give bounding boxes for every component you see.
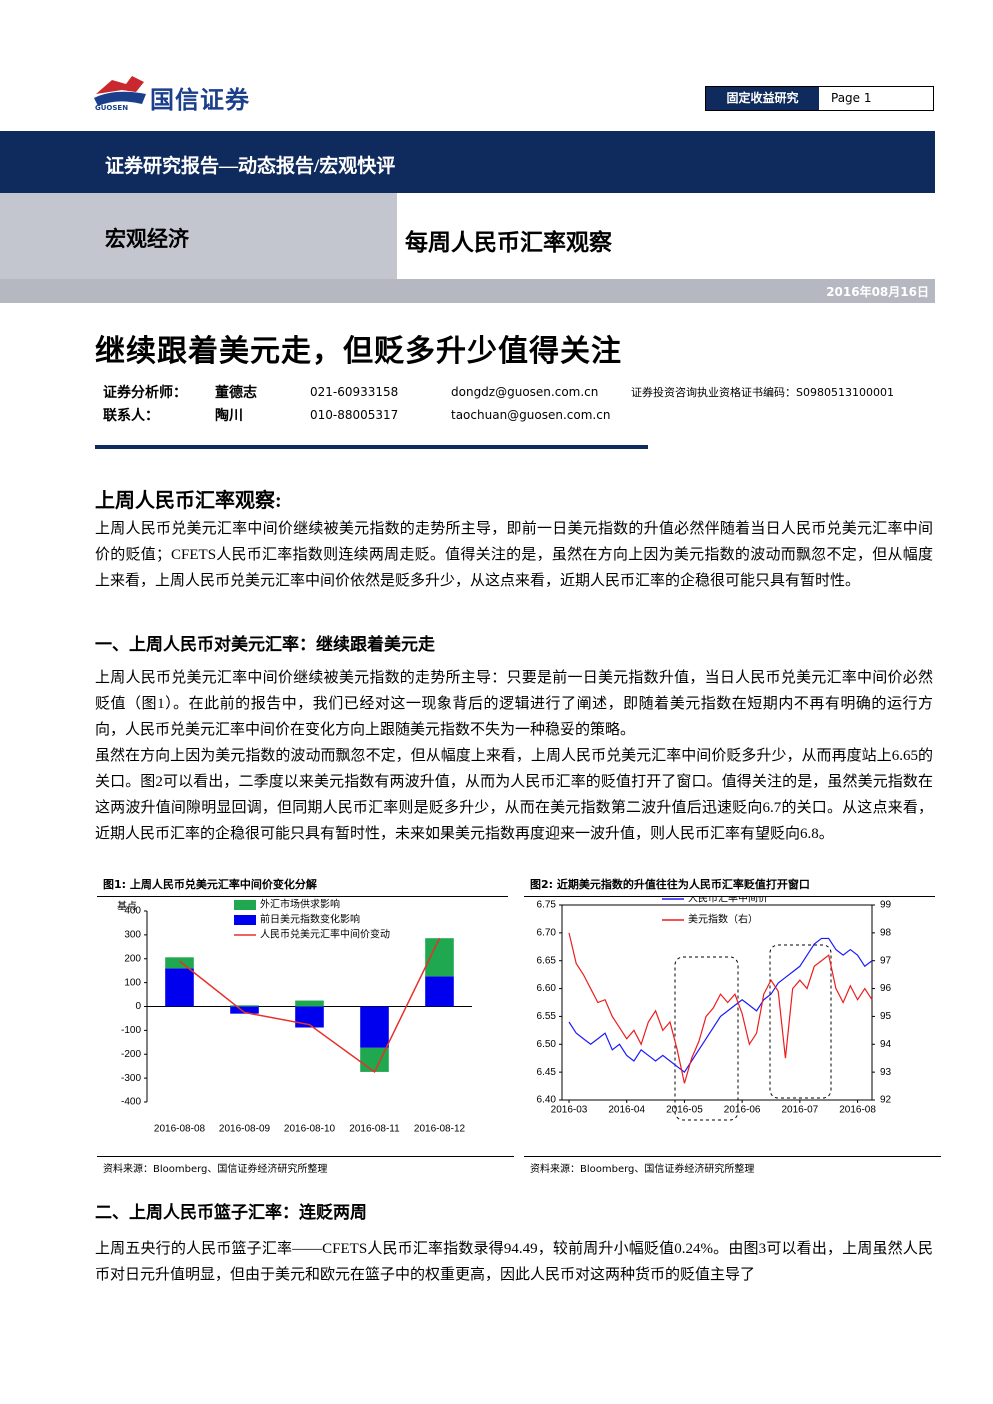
legend-label: 外汇市场供求影响: [260, 898, 340, 911]
section-heading: 一、上周人民币对美元汇率：继续跟着美元走: [95, 635, 435, 654]
y-tick-label: 200: [124, 953, 141, 964]
x-tick-label: 2016-08-09: [219, 1124, 271, 1135]
x-tick-label: 2016-07: [782, 1105, 819, 1116]
line: [179, 937, 441, 1074]
y-tick-label: 6.70: [537, 927, 557, 938]
headline: 继续跟着美元走，但贬多升少值得关注: [95, 335, 622, 368]
y-tick-label: 6.55: [537, 1011, 557, 1022]
y-tick-label: 300: [124, 930, 141, 941]
legend-swatch: [234, 915, 256, 925]
y-tick-label: 6.45: [537, 1067, 557, 1078]
y2-tick-label: 92: [880, 1095, 892, 1106]
figure-title: 图1: 上周人民币兑美元汇率中间价变化分解: [97, 872, 508, 897]
chart: 6.40 6.45 6.50 6.55 6.60 6.65 6.70 6.75 92 93 94 95…: [537, 892, 892, 1121]
cert: 证券投资咨询执业资格证书编码：S0980513100001: [631, 385, 894, 399]
banner-text: 证券研究报告—动态报告/宏观快评: [105, 156, 396, 177]
paragraph: 虽然在方向上因为美元指数的波动而飘忽不定，但从幅度上来看，上周人民币兑美元汇率中…: [95, 748, 933, 842]
figure-source: 资料来源：Bloomberg、国信证券经济研究所整理: [97, 1156, 514, 1175]
divider: [95, 445, 648, 449]
logo-text: 国信证券: [150, 86, 250, 114]
plot-frame: [561, 904, 873, 1101]
analysts: 证券分析师： 董德志 021-60933158 dongdz@guosen.com.c…: [103, 380, 894, 426]
legend-label: 前日美元指数变化影响: [260, 913, 360, 926]
page-number: Page 1: [831, 91, 872, 105]
x-tick-label: 2016-05: [666, 1105, 703, 1116]
y2-tick-label: 93: [880, 1067, 892, 1078]
y-tick-label: -400: [121, 1097, 141, 1108]
date-bar: 2016年08月16日: [0, 279, 935, 303]
figure: 图2: 近期美元指数的升值往往为人民币汇率贬值打开窗口 6.40 6.45 6.50…: [524, 872, 941, 1177]
y-tick-label: 6.40: [537, 1095, 557, 1106]
category-block: 宏观经济: [0, 193, 397, 279]
figure-source: 资料来源：Bloomberg、国信证券经济研究所整理: [524, 1156, 941, 1175]
paragraph: 上周人民币兑美元汇率中间价继续被美元指数的走势所主导：只要是前一日美元指数升值，…: [95, 670, 933, 738]
date: 2016年08月16日: [826, 285, 929, 299]
y2-tick-label: 97: [880, 955, 892, 966]
y-tick-label: 100: [124, 977, 141, 988]
tag: 固定收益研究: [706, 87, 819, 110]
bar: [295, 1006, 324, 1028]
role: 证券分析师：: [103, 384, 187, 401]
category: 宏观经济: [105, 227, 189, 251]
y2-tick-label: 99: [880, 900, 892, 911]
legend-label: 美元指数（右）: [688, 913, 758, 926]
x-tick-label: 2016-08-11: [349, 1124, 400, 1135]
y-tick-label: -200: [121, 1049, 141, 1060]
x-tick-label: 2016-08: [839, 1105, 876, 1116]
y-tick-label: 6.75: [537, 900, 557, 911]
y2-tick-label: 98: [880, 927, 892, 938]
banner: 证券研究报告—动态报告/宏观快评: [0, 131, 935, 193]
phone: 010-88005317: [310, 407, 399, 422]
logo-icon: [94, 76, 146, 106]
y-tick-label: 6.60: [537, 983, 557, 994]
x-tick-label: 2016-08-12: [414, 1124, 466, 1135]
bar: [425, 976, 454, 1007]
highlight-box: [769, 944, 832, 1099]
y-tick-label: 0: [135, 1001, 141, 1012]
bar: [230, 1006, 259, 1014]
section-heading: 上周人民币汇率观察:: [95, 490, 282, 512]
logo-en: GUOSEN: [95, 104, 129, 112]
y-tick-label: -300: [121, 1073, 141, 1084]
x-tick-label: 2016-08-08: [154, 1124, 206, 1135]
email: dongdz@guosen.com.cn: [451, 384, 599, 399]
report-title: 每周人民币汇率观察: [405, 230, 612, 255]
analyst-name: 陶川: [215, 407, 243, 424]
phone: 021-60933158: [310, 384, 399, 399]
line: [568, 937, 873, 1074]
email: taochuan@guosen.com.cn: [451, 407, 611, 422]
y-tick-label: 400: [124, 906, 141, 917]
x-tick-label: 2016-06: [724, 1105, 761, 1116]
legend-label: 人民币兑美元汇率中间价变动: [260, 928, 390, 941]
line: [568, 932, 873, 1084]
figure-title: 图2: 近期美元指数的升值往往为人民币汇率贬值打开窗口: [524, 872, 935, 897]
y-tick-label: 6.65: [537, 955, 557, 966]
x-tick-label: 2016-08-10: [284, 1124, 336, 1135]
bar: [165, 957, 194, 969]
analyst-name: 董德志: [215, 384, 257, 401]
x-tick-label: 2016-03: [551, 1105, 588, 1116]
y2-tick-label: 94: [880, 1039, 892, 1050]
legend-swatch: [234, 900, 256, 910]
highlight-box: [674, 956, 739, 1121]
y2-tick-label: 96: [880, 983, 892, 994]
y-tick-label: -100: [121, 1025, 141, 1036]
tag-box: 固定收益研究 Page 1: [705, 86, 934, 111]
bar: [295, 1000, 324, 1007]
paragraph: 上周五央行的人民币篮子汇率——CFETS人民币汇率指数录得94.49，较前周升小…: [95, 1241, 933, 1283]
bar: [165, 968, 194, 1007]
paragraph: 上周人民币兑美元汇率中间价继续被美元指数的走势所主导，即前一日美元指数的升值必然…: [95, 521, 933, 589]
section-heading: 二、上周人民币篮子汇率：连贬两周: [95, 1203, 367, 1222]
y-tick-label: 6.50: [537, 1039, 557, 1050]
legend-label: 人民币汇率中间价: [688, 897, 768, 905]
bar: [230, 1005, 259, 1007]
y2-tick-label: 95: [880, 1011, 892, 1022]
bar: [360, 1006, 389, 1048]
role: 联系人：: [103, 407, 159, 424]
y-axis-label: 基点: [117, 900, 137, 913]
x-tick-label: 2016-04: [608, 1105, 645, 1116]
figure: 图1: 上周人民币兑美元汇率中间价变化分解 -400 -300 -200 -100 0 1…: [97, 872, 514, 1177]
